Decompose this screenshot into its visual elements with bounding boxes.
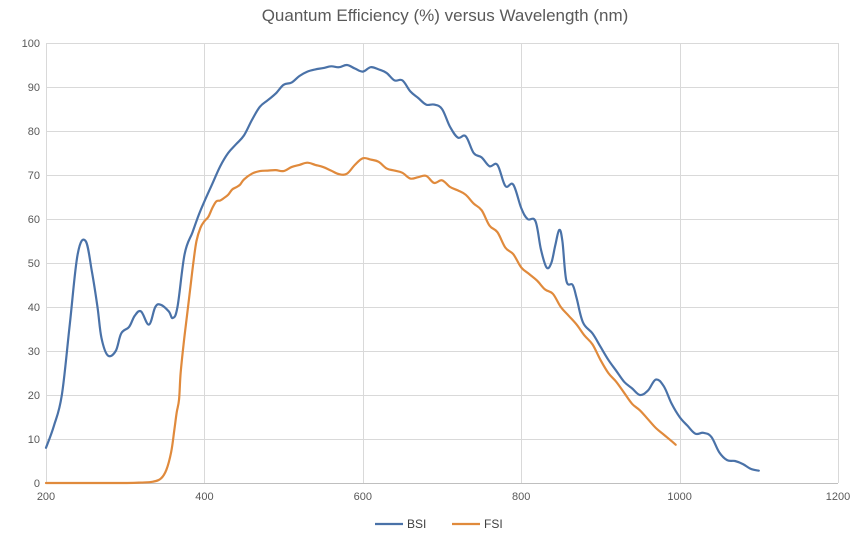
- x-tick-label-600: 600: [354, 491, 372, 503]
- axes: 0 10 20 30 40 50 60 70 80 90 100 200 400 600 800 1000 12…: [22, 38, 851, 503]
- y-tick-label-20: 20: [28, 390, 40, 402]
- x-tick-label-1200: 1200: [826, 491, 850, 503]
- series-line-fsi: [44, 156, 677, 485]
- x-tick-label-800: 800: [512, 491, 530, 503]
- y-tick-label-60: 60: [28, 214, 40, 226]
- series-line-bsi: [44, 63, 760, 472]
- y-tick-label-50: 50: [28, 258, 40, 270]
- y-tick-label-80: 80: [28, 126, 40, 138]
- y-tick-label-100: 100: [22, 38, 40, 50]
- y-tick-label-70: 70: [28, 170, 40, 182]
- gridlines: [46, 43, 839, 483]
- y-tick-label-90: 90: [28, 82, 40, 94]
- series-lines: [44, 63, 760, 485]
- x-tick-label-400: 400: [195, 491, 213, 503]
- legend-label-fsi: FSI: [484, 517, 503, 531]
- x-tick-label-1000: 1000: [667, 491, 691, 503]
- x-tick-label-200: 200: [37, 491, 55, 503]
- y-tick-label-30: 30: [28, 346, 40, 358]
- y-tick-label-0: 0: [34, 478, 40, 490]
- chart-title: Quantum Efficiency (%) versus Wavelength…: [262, 6, 629, 25]
- legend: BSI FSI: [375, 517, 503, 531]
- legend-label-bsi: BSI: [407, 517, 426, 531]
- y-tick-label-10: 10: [28, 434, 40, 446]
- y-tick-label-40: 40: [28, 302, 40, 314]
